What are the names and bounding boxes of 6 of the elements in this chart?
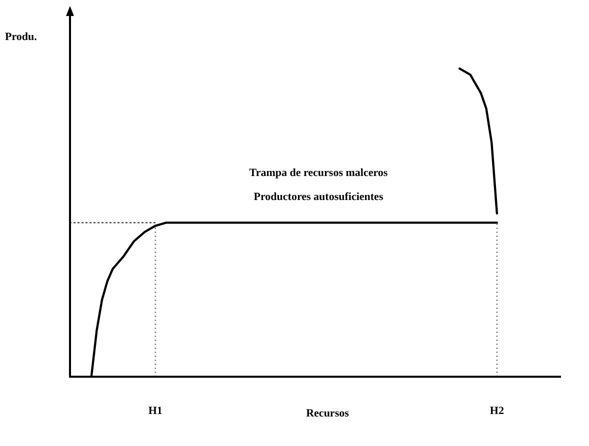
annotation: Trampa de recursos malceros: [249, 167, 388, 180]
y-axis-title: Produ.: [5, 30, 38, 43]
annotation: Productores autosuficientes: [254, 190, 384, 203]
x-tick-label: H2: [490, 405, 504, 418]
x-axis-title: Recursos: [306, 408, 350, 420]
x-tick-label: H1: [148, 405, 162, 418]
